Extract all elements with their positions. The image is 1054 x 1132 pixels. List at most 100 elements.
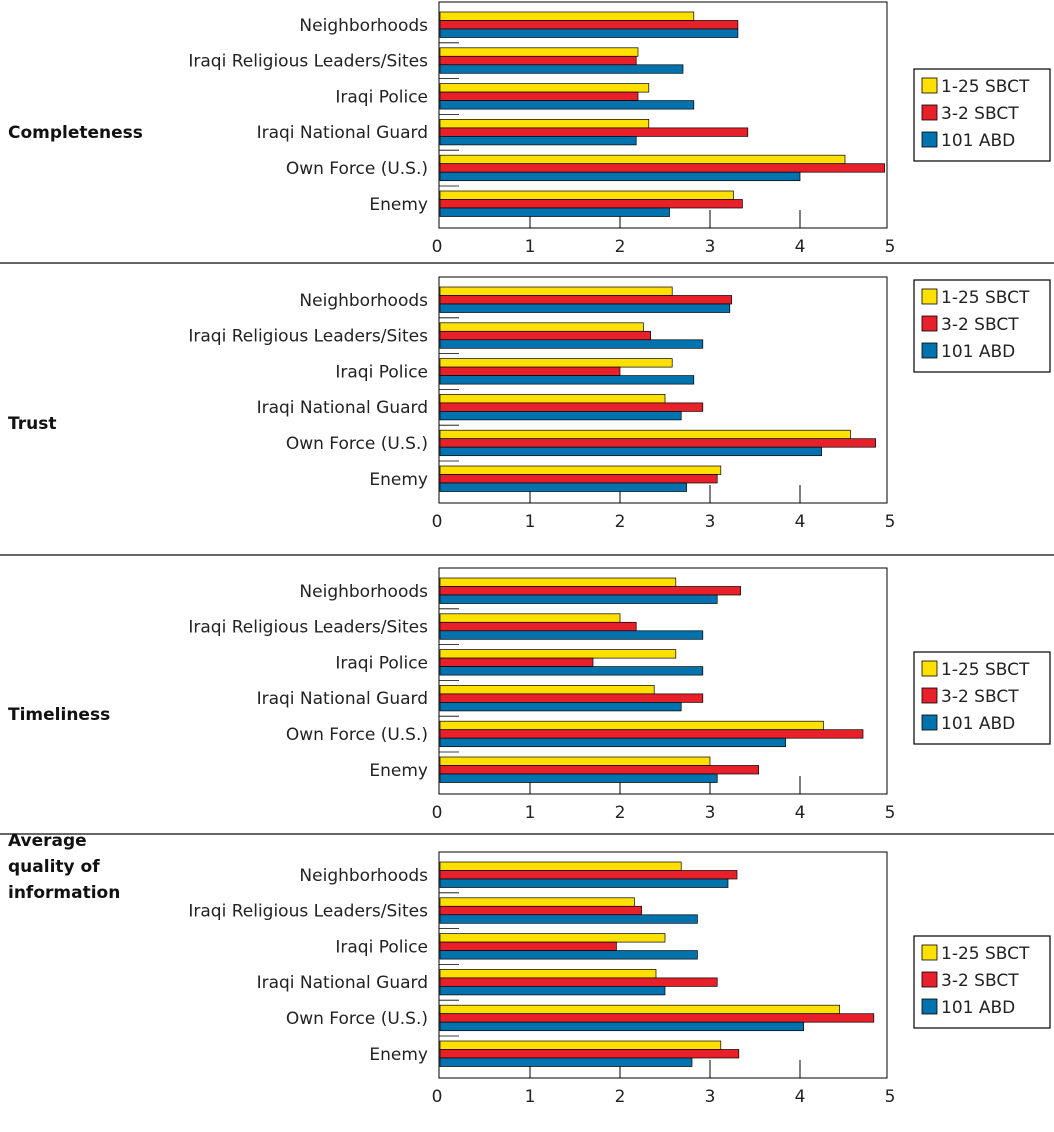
plot-frame bbox=[438, 851, 888, 1079]
x-tick-label: 0 bbox=[432, 803, 443, 823]
category-label: Neighborhoods bbox=[299, 291, 428, 311]
legend-swatch bbox=[921, 971, 938, 988]
bar-101-abd bbox=[439, 914, 698, 924]
bar-1-25-sbct bbox=[439, 286, 673, 296]
x-tick-label: 0 bbox=[432, 512, 443, 532]
bar-1-25-sbct bbox=[439, 649, 677, 659]
category-label: Iraqi National Guard bbox=[257, 123, 428, 143]
panel-title: Completeness bbox=[8, 123, 143, 143]
bar-3-2-sbct bbox=[439, 127, 749, 137]
bar-3-2-sbct bbox=[439, 870, 738, 880]
x-tick-label: 4 bbox=[795, 803, 806, 823]
panel-title: Trust bbox=[8, 414, 56, 434]
bar-1-25-sbct bbox=[439, 577, 677, 587]
bar-1-25-sbct bbox=[439, 969, 657, 979]
legend-swatch bbox=[921, 342, 938, 359]
bar-3-2-sbct bbox=[439, 163, 885, 173]
bar-101-abd bbox=[439, 28, 739, 38]
bar-101-abd bbox=[439, 100, 695, 110]
legend-swatch bbox=[921, 944, 938, 961]
legend-label: 1-25 SBCT bbox=[941, 288, 1030, 308]
category-label: Iraqi Police bbox=[335, 937, 428, 957]
bar-101-abd bbox=[439, 702, 682, 712]
plot-frame bbox=[438, 1, 888, 229]
legend-swatch bbox=[921, 131, 938, 148]
category-label: Own Force (U.S.) bbox=[286, 434, 428, 454]
bar-101-abd bbox=[439, 482, 687, 492]
legend-label: 3-2 SBCT bbox=[941, 104, 1019, 124]
bar-101-abd bbox=[439, 1021, 804, 1032]
bar-3-2-sbct bbox=[439, 905, 642, 916]
legend-swatch bbox=[921, 104, 938, 121]
panel-title: information bbox=[8, 883, 120, 903]
bar-1-25-sbct bbox=[439, 1004, 840, 1015]
legend-swatch bbox=[921, 687, 938, 704]
category-label: Enemy bbox=[369, 761, 428, 781]
x-tick-label: 1 bbox=[525, 803, 536, 823]
bar-101-abd bbox=[439, 630, 704, 640]
bar-3-2-sbct bbox=[439, 295, 732, 305]
category-label: Iraqi National Guard bbox=[257, 973, 428, 993]
legend-label: 101 ABD bbox=[941, 714, 1015, 734]
panel-title: quality of bbox=[8, 857, 100, 877]
bar-1-25-sbct bbox=[439, 190, 734, 200]
bar-101-abd bbox=[439, 737, 786, 748]
bar-101-abd bbox=[439, 773, 718, 783]
bar-1-25-sbct bbox=[439, 897, 635, 907]
x-tick-label: 3 bbox=[705, 803, 716, 823]
bar-3-2-sbct bbox=[439, 199, 743, 209]
category-label: Iraqi Religious Leaders/Sites bbox=[188, 52, 428, 72]
bar-3-2-sbct bbox=[439, 402, 704, 412]
category-label: Iraqi Religious Leaders/Sites bbox=[188, 618, 428, 638]
x-tick-label: 0 bbox=[432, 237, 443, 257]
x-tick-label: 3 bbox=[705, 512, 716, 532]
bar-101-abd bbox=[439, 986, 666, 996]
x-tick-label: 0 bbox=[432, 1087, 443, 1107]
bar-1-25-sbct bbox=[439, 83, 650, 93]
bar-3-2-sbct bbox=[439, 20, 739, 30]
legend-swatch bbox=[921, 714, 938, 731]
bar-1-25-sbct bbox=[439, 933, 666, 943]
category-label: Iraqi Police bbox=[335, 87, 428, 107]
x-tick-label: 2 bbox=[615, 803, 626, 823]
bar-1-25-sbct bbox=[439, 322, 644, 332]
category-label: Neighborhoods bbox=[299, 582, 428, 602]
bar-101-abd bbox=[439, 1057, 693, 1067]
bar-3-2-sbct bbox=[439, 621, 637, 632]
bar-101-abd bbox=[439, 171, 801, 182]
bar-101-abd bbox=[439, 878, 729, 888]
bar-101-abd bbox=[439, 375, 695, 385]
bar-101-abd bbox=[439, 207, 670, 217]
legend-label: 101 ABD bbox=[941, 342, 1015, 362]
category-label: Iraqi Religious Leaders/Sites bbox=[188, 902, 428, 922]
bar-1-25-sbct bbox=[439, 613, 621, 623]
bar-3-2-sbct bbox=[439, 765, 759, 775]
x-tick-label: 1 bbox=[525, 1087, 536, 1107]
category-label: Own Force (U.S.) bbox=[286, 159, 428, 179]
x-tick-label: 4 bbox=[795, 512, 806, 532]
category-label: Neighborhoods bbox=[299, 866, 428, 886]
bar-1-25-sbct bbox=[439, 861, 682, 871]
bar-1-25-sbct bbox=[439, 11, 695, 21]
bar-1-25-sbct bbox=[439, 720, 824, 731]
x-tick-label: 2 bbox=[615, 1087, 626, 1107]
plot-frame bbox=[438, 276, 888, 504]
bar-101-abd bbox=[439, 594, 718, 604]
bar-3-2-sbct bbox=[439, 366, 621, 376]
bar-3-2-sbct bbox=[439, 586, 741, 596]
bar-101-abd bbox=[439, 64, 684, 74]
legend-label: 1-25 SBCT bbox=[941, 660, 1030, 680]
bar-1-25-sbct bbox=[439, 394, 666, 404]
category-label: Iraqi National Guard bbox=[257, 689, 428, 709]
bar-101-abd bbox=[439, 303, 731, 313]
bar-3-2-sbct bbox=[439, 55, 637, 66]
bar-1-25-sbct bbox=[439, 47, 639, 57]
x-tick-label: 1 bbox=[525, 512, 536, 532]
category-label: Iraqi Police bbox=[335, 362, 428, 382]
category-label: Own Force (U.S.) bbox=[286, 1009, 428, 1029]
bar-3-2-sbct bbox=[439, 1049, 740, 1059]
x-tick-label: 2 bbox=[615, 512, 626, 532]
panel-title: Timeliness bbox=[8, 705, 110, 725]
bar-101-abd bbox=[439, 950, 698, 960]
